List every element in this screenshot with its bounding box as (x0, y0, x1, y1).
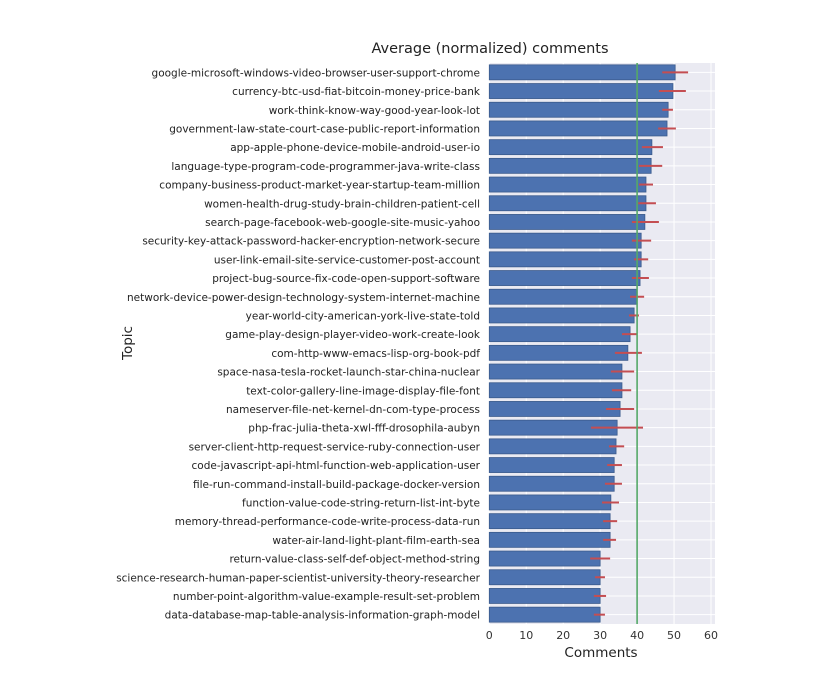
bar (488, 157, 652, 174)
x-axis-label: Comments (564, 645, 637, 661)
y-tick-label: game-play-design-player-video-work-creat… (225, 329, 481, 341)
x-tick-label: 0 (486, 629, 493, 642)
y-tick-label: work-think-know-way-good-year-look-lot (269, 105, 480, 117)
y-tick-label: server-client-http-request-service-ruby-… (189, 441, 481, 453)
y-tick-label: return-value-class-self-def-object-metho… (229, 554, 480, 566)
x-tick-label: 30 (593, 629, 607, 642)
bar (488, 101, 669, 118)
y-tick-label: search-page-facebook-web-google-site-mus… (205, 217, 480, 229)
y-tick-label: number-point-algorithm-value-example-res… (173, 591, 480, 603)
y-tick-label: security-key-attack-password-hacker-encr… (142, 236, 480, 248)
bar (488, 531, 611, 548)
y-tick-label: project-bug-source-fix-code-open-support… (212, 273, 480, 285)
bar (488, 363, 623, 380)
bar (488, 251, 642, 268)
bar (488, 307, 635, 324)
y-tick-label: user-link-email-site-service-customer-po… (214, 254, 480, 266)
y-tick-label: women-health-drug-study-brain-children-p… (204, 198, 480, 210)
y-tick-label: currency-btc-usd-fiat-bitcoin-money-pric… (232, 86, 481, 98)
y-tick-label: text-color-gallery-line-image-display-fi… (246, 385, 480, 397)
bar (488, 120, 668, 137)
y-tick-label: google-microsoft-windows-video-browser-u… (152, 67, 480, 79)
y-tick-label: government-law-state-court-case-public-r… (169, 123, 480, 135)
y-tick-label: science-research-human-paper-scientist-u… (116, 572, 480, 584)
y-tick-label: function-value-code-string-return-list-i… (242, 497, 480, 509)
bar (488, 438, 617, 455)
y-tick-label: com-http-www-emacs-lisp-org-book-pdf (271, 348, 480, 360)
plot-area: 0 10 20 30 40 50 60 google-microsoft-windows-vi… (116, 63, 718, 642)
y-tick-label: space-nasa-tesla-rocket-launch-star-chin… (217, 367, 480, 379)
y-axis-label: Topic (120, 326, 136, 361)
x-tick-label: 60 (704, 629, 718, 642)
chart-title: Average (normalized) comments (371, 41, 608, 57)
x-tick-label: 50 (667, 629, 681, 642)
x-tick-label: 10 (519, 629, 533, 642)
bar (488, 176, 647, 193)
y-tick-label: water-air-land-light-plant-film-earth-se… (272, 535, 480, 547)
bar (488, 494, 612, 511)
bar (488, 83, 674, 99)
y-tick-label: nameserver-file-net-kernel-dn-com-type-p… (226, 404, 480, 416)
y-tick-label: language-type-program-code-programmer-ja… (171, 161, 480, 173)
y-tick-label: company-business-product-market-year-sta… (159, 180, 480, 192)
y-tick-label: data-database-map-table-analysis-informa… (165, 610, 480, 622)
plot-background (489, 63, 715, 624)
bar (488, 232, 642, 249)
y-tick-label: network-device-power-design-technology-s… (127, 292, 480, 304)
bar (488, 588, 601, 604)
y-tick-label: code-javascript-api-html-function-web-ap… (192, 460, 481, 472)
bar (488, 457, 615, 473)
bar (488, 270, 641, 286)
x-tick-label: 20 (556, 629, 570, 642)
bar (488, 569, 601, 586)
bar (488, 401, 621, 417)
bar (488, 513, 611, 530)
bar (488, 214, 646, 230)
bar (488, 382, 623, 399)
bar (488, 195, 647, 212)
bar (488, 139, 653, 156)
bar (488, 326, 631, 343)
bar (488, 606, 601, 623)
bar (488, 344, 629, 361)
bar (488, 288, 638, 305)
y-tick-label: php-frac-julia-theta-xwl-fff-drosophila-… (248, 423, 480, 435)
bar (488, 550, 601, 567)
y-tick-label: file-run-command-install-build-package-d… (193, 479, 480, 491)
x-tick-label: 40 (630, 629, 644, 642)
bar (488, 475, 615, 492)
bar (488, 64, 676, 81)
y-tick-label: year-world-city-american-york-live-state… (246, 310, 480, 322)
y-tick-label: app-apple-phone-device-mobile-android-us… (230, 142, 480, 154)
y-tick-label: memory-thread-performance-code-write-pro… (175, 516, 480, 528)
